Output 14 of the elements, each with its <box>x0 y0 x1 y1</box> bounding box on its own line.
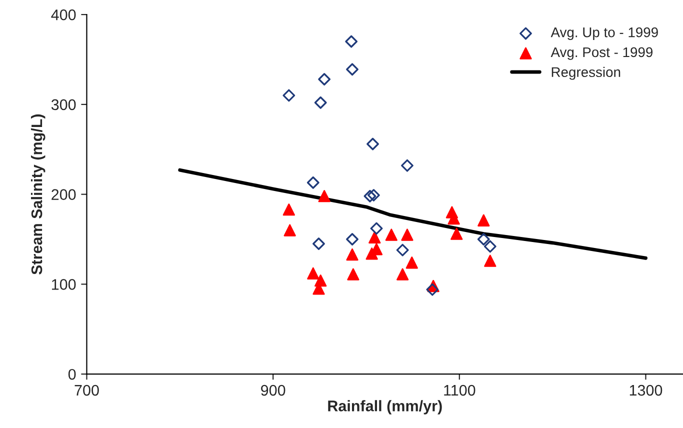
legend-label: Avg. Up to - 1999 <box>550 27 658 40</box>
y-tick-label: 400 <box>51 9 76 20</box>
legend-label: Regression <box>552 66 620 80</box>
x-tick-label: 1100 <box>444 384 476 396</box>
y-axis-title: Stream Salinity (mg/L) <box>30 114 46 275</box>
y-tick-label: 0 <box>68 368 76 380</box>
x-axis-title: Rainfall (mm/yr) <box>328 400 442 414</box>
x-tick-label: 700 <box>74 384 99 396</box>
y-tick-label: 100 <box>52 279 76 290</box>
legend-label: Avg. Post - 1999 <box>550 47 653 60</box>
y-tick-label: 300 <box>51 99 76 110</box>
x-tick-label: 1300 <box>630 384 662 396</box>
x-tick-label: 900 <box>261 384 286 396</box>
y-tick-label: 200 <box>52 189 76 200</box>
